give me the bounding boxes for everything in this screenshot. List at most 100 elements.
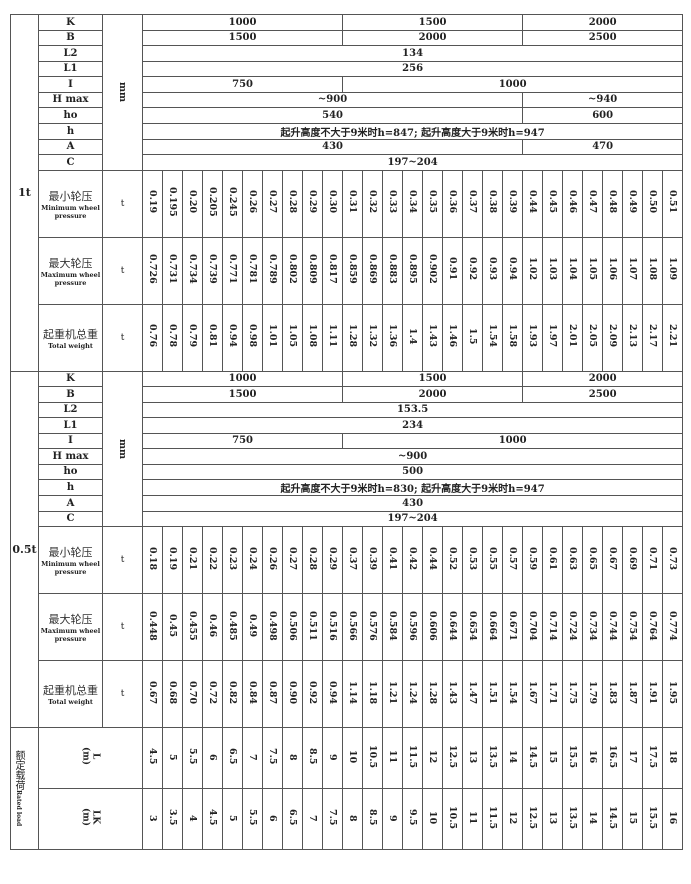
span-value: 14 [502,727,524,789]
metric-value-text: 0.91 [447,257,459,281]
metric-value: 0.50 [642,169,664,238]
param-value: 起升高度不大于9米时h=847; 起升高度大于9米时h=947 [141,122,684,140]
metric-value-text: 1.09 [667,257,679,281]
metric-value: 0.576 [362,593,384,661]
metric-value-text: 0.90 [287,680,298,705]
metric-value: 0.59 [522,526,544,594]
span-value: 3 [142,788,163,850]
metric-value-text: 0.92 [307,680,318,705]
metric-value-text: 0.72 [207,680,218,705]
metric-value-text: 0.28 [307,546,318,571]
metric-value-text: 0.69 [627,546,639,571]
span-value-text: 7 [247,753,258,761]
span-value: 4 [182,788,203,850]
span-label-text: L (m) [80,747,101,766]
span-value: 5.5 [182,727,203,789]
span-value: 13 [542,788,564,850]
metric-value-text: 0.802 [287,254,298,284]
metric-value: 1.09 [662,236,684,305]
metric-value: 1.08 [642,236,664,305]
span-value-text: 3 [147,814,158,822]
metric-value-text: 1.02 [527,257,539,281]
metric-row: 最小轮压 Minimum wheel pressure t 0.18 0.19 0.21 0… [11,526,684,594]
metric-value-text: 0.47 [587,190,599,214]
span-value-text: 6 [207,753,218,761]
span-value: 10.5 [362,727,384,789]
metric-value-text: 0.205 [207,187,218,217]
metric-value-text: 0.33 [387,190,399,214]
span-value-text: 5 [227,814,238,822]
metric-value: 0.70 [182,660,203,728]
param-name: L2 [38,45,103,62]
metric-value: 0.809 [302,236,323,305]
span-value-text: 7 [307,814,318,822]
param-value: 2500 [522,386,684,403]
metric-value: 0.55 [482,526,504,594]
metric-value: 0.485 [222,593,243,661]
metric-value: 1.5 [462,303,484,372]
metric-value: 1.14 [342,660,364,728]
metric-value: 1.28 [422,660,444,728]
metric-value: 0.869 [362,236,384,305]
metric-value: 0.52 [442,526,464,594]
metric-value-text: 0.68 [167,680,178,705]
metric-value: 1.06 [602,236,624,305]
metric-value-text: 0.731 [167,254,178,284]
span-value-text: 16.5 [607,744,619,769]
metric-label-en: Total weight [48,341,93,350]
span-value: 9.5 [402,788,424,850]
metric-value: 0.704 [522,593,544,661]
metric-value-text: 0.902 [427,254,439,284]
metric-label: 最大轮压 Maximum wheel pressure [38,236,103,305]
metric-value-text: 0.34 [407,190,419,214]
span-value: 11 [382,727,404,789]
metric-value: 0.81 [202,303,223,372]
metric-value: 0.23 [222,526,243,594]
metric-value: 0.21 [182,526,203,594]
metric-label-en: Total weight [48,698,93,706]
metric-value: 1.67 [522,660,544,728]
metric-value: 0.82 [222,660,243,728]
metric-value-text: 0.498 [267,610,278,641]
metric-value-text: 0.869 [367,254,379,284]
metric-value-text: 0.61 [547,546,559,571]
rated-load-label: 额定载荷Rated load [10,727,39,850]
span-value: 13 [462,727,484,789]
param-value: 2500 [522,29,684,46]
span-value-text: 17 [627,749,639,764]
metric-value: 0.38 [482,169,504,238]
span-value: 7.5 [262,727,283,789]
param-value: 1500 [141,386,344,403]
metric-value-text: 1.91 [647,680,659,705]
metric-value-text: 0.485 [227,610,238,641]
param-value: 1500 [342,370,524,387]
param-value: 2000 [522,370,684,387]
metric-row: 最大轮压 Maximum wheel pressure t 0.726 0.731 0.7… [11,236,684,305]
metric-value: 0.764 [642,593,664,661]
param-name: h [38,479,103,496]
metric-value-text: 0.774 [667,610,679,641]
metric-value-text: 0.654 [467,610,479,641]
span-value-text: 7.5 [327,809,339,826]
metric-value-text: 1.58 [507,324,519,348]
param-value: 750 [141,76,344,93]
metric-value-text: 0.27 [287,546,298,571]
metric-value: 0.41 [382,526,404,594]
metric-value: 0.69 [622,526,644,594]
span-value-text: 14.5 [607,805,619,830]
metric-value: 0.46 [202,593,223,661]
metric-value-text: 1.06 [607,257,619,281]
param-value: ~900 [141,448,684,465]
metric-value-text: 0.19 [167,546,178,571]
metric-value: 0.94 [321,660,344,728]
param-value: ~940 [522,91,684,108]
metric-label-cn: 最小轮压 [48,546,93,559]
metric-value-text: 1.07 [627,257,639,281]
metric-label: 起重机总重 Total weight [38,303,103,372]
metric-value-text: 1.83 [607,680,619,705]
metric-value: 0.79 [182,303,203,372]
metric-value-text: 0.49 [247,613,258,638]
metric-label-en: Maximum wheel pressure [40,270,101,287]
metric-value: 1.04 [562,236,584,305]
